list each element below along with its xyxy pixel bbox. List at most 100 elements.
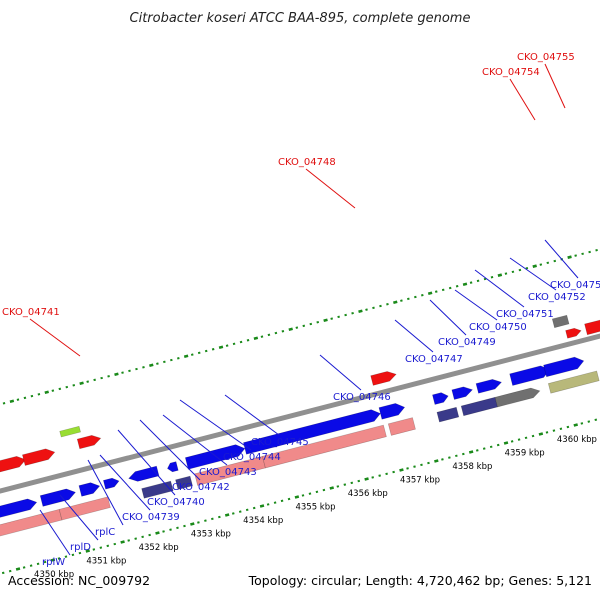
- leader-line: [117, 429, 176, 496]
- tick-label: 4350 kbp: [34, 570, 74, 580]
- outer-dotted-track: [2, 248, 598, 405]
- outer-dot: [204, 349, 208, 353]
- leader-line: [224, 394, 280, 436]
- outer-dot: [497, 273, 503, 277]
- gene-label: CKO_04750: [469, 322, 527, 333]
- feature-cko-04741-a: [22, 448, 56, 466]
- inner-dot: [462, 452, 465, 456]
- outer-dot: [295, 326, 299, 329]
- tick-label: 4357 kbp: [400, 475, 440, 485]
- leader-line: [319, 354, 362, 391]
- outer-dot: [595, 248, 598, 252]
- outer-dot: [239, 340, 243, 344]
- feature-cko-04748: [370, 371, 397, 386]
- inner-dot: [204, 519, 207, 522]
- outer-dot: [183, 354, 189, 358]
- outer-dot: [567, 255, 572, 259]
- outer-dot: [128, 369, 131, 373]
- inner-dot: [85, 549, 91, 553]
- leader-line: [305, 168, 356, 209]
- outer-dot: [448, 286, 452, 290]
- feature-pink-4: [262, 424, 387, 469]
- inner-dot: [489, 445, 493, 449]
- outer-dot: [441, 288, 445, 292]
- outer-dot: [93, 378, 96, 382]
- outer-dot: [330, 317, 333, 320]
- leader-line: [509, 257, 557, 291]
- inner-dot: [252, 506, 256, 510]
- map-title: Citrobacter koseri ATCC BAA-895, complet…: [130, 11, 471, 26]
- outer-dot: [288, 327, 293, 331]
- inner-dot: [399, 468, 404, 472]
- outer-dot: [525, 266, 529, 270]
- backbone-track: [0, 333, 600, 494]
- leader-line: [544, 239, 579, 279]
- inner-dot: [315, 490, 319, 494]
- outer-dot: [100, 376, 103, 380]
- inner-dot: [64, 555, 68, 558]
- leader-line: [454, 289, 498, 321]
- gene-label: CKO_04747: [405, 354, 463, 365]
- gene-label: rplD: [70, 542, 91, 553]
- outer-dot: [574, 254, 577, 257]
- gene-label: CKO_04743: [199, 467, 257, 478]
- inner-dot: [266, 503, 270, 506]
- inner-dot: [15, 567, 21, 571]
- feature-cko-04750: [451, 386, 473, 400]
- inner-dot: [385, 472, 388, 476]
- inner-dot: [322, 488, 326, 492]
- feature-rplw: [0, 498, 38, 518]
- outer-dot: [490, 275, 494, 279]
- inner-dot: [482, 447, 486, 450]
- gene-label: CKO_04744: [223, 452, 281, 463]
- feature-cko-04742: [128, 465, 160, 482]
- outer-dot: [114, 372, 119, 377]
- inner-dot: [36, 562, 40, 566]
- inner-dot: [211, 517, 214, 521]
- inner-dot: [148, 533, 151, 537]
- feature-cko-04754: [551, 314, 570, 329]
- kbp-ticks: 4350 kbp 4351 kbp 4352 kbp 4353 kbp 4354 kbp…: [34, 435, 597, 580]
- outer-dot: [197, 351, 201, 355]
- outer-dot: [253, 336, 259, 340]
- outer-dot: [337, 315, 340, 319]
- inner-dot: [106, 544, 110, 548]
- outer-dot: [588, 250, 591, 254]
- inner-dot: [392, 470, 395, 474]
- tick-label: 4351 kbp: [86, 556, 126, 566]
- outer-dot: [23, 396, 27, 400]
- inner-dot: [517, 438, 521, 441]
- inner-dot: [238, 510, 242, 513]
- inner-dot: [134, 537, 137, 540]
- tick-label: 4360 kbp: [557, 435, 597, 445]
- outer-dot: [267, 333, 271, 337]
- inner-dot: [22, 566, 26, 569]
- tick-label: 4353 kbp: [191, 529, 231, 539]
- feature-cko-04755: [584, 319, 600, 336]
- inner-dot: [566, 425, 570, 429]
- outer-dot: [274, 331, 278, 335]
- gene-label: CKO_04739: [122, 512, 180, 523]
- gene-label: rplW: [42, 557, 65, 568]
- outer-dot: [58, 387, 62, 391]
- leader-line: [179, 399, 252, 451]
- feature-pink-5: [387, 417, 416, 436]
- leader-line: [99, 454, 151, 511]
- feature-cko-04749: [432, 392, 449, 405]
- inner-dot: [580, 422, 584, 425]
- outer-dot: [142, 366, 145, 369]
- inner-dot: [364, 477, 369, 481]
- inner-dot: [280, 499, 284, 503]
- gene-label: rplC: [95, 527, 115, 538]
- outer-dot: [156, 362, 159, 365]
- outer-dot: [65, 385, 69, 389]
- outer-dot: [246, 339, 250, 342]
- outer-dot: [232, 342, 236, 346]
- gene-label: CKO_04753: [550, 280, 600, 291]
- tick-label: 4354 kbp: [243, 516, 283, 526]
- outer-dot: [581, 252, 584, 256]
- feature-cko-04745: [141, 480, 174, 499]
- inner-dot: [8, 569, 12, 573]
- gene-label: CKO_04748: [278, 157, 336, 168]
- tick-label: 4352 kbp: [139, 543, 179, 553]
